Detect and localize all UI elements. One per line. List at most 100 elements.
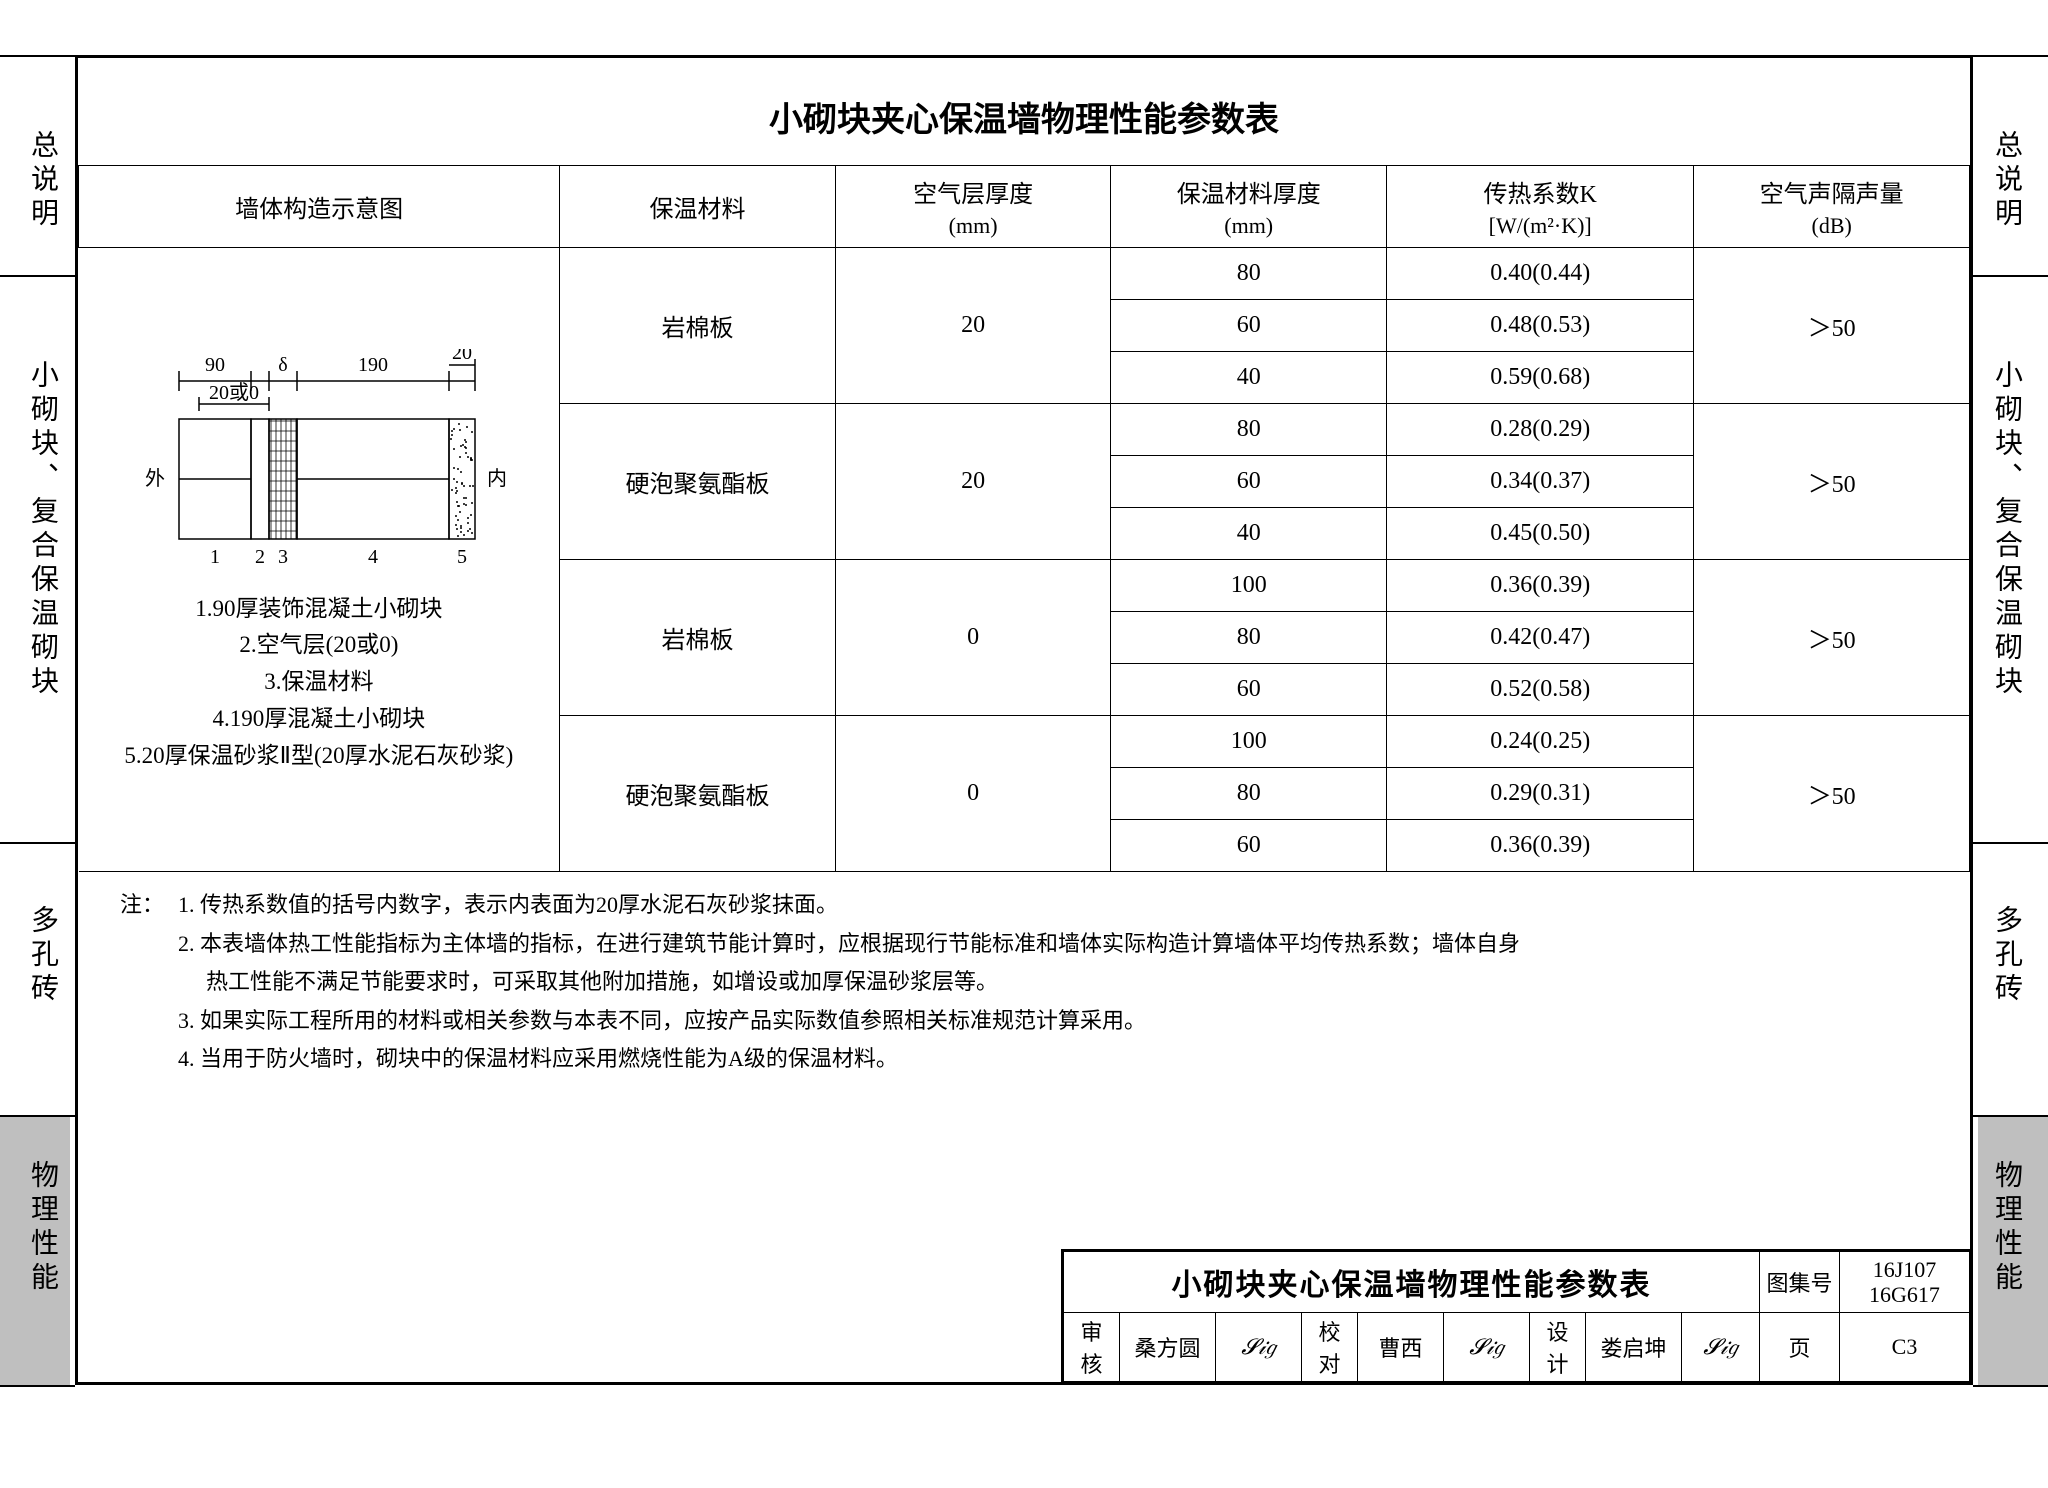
side-tab-left-4: 物理性能 <box>22 1160 62 1296</box>
cell-thickness: 40 <box>1111 352 1387 404</box>
cell-thickness: 80 <box>1111 248 1387 300</box>
table-body: 90 δ 190 20 20或0 外 内 1 2 3 4 5 1.90厚装饰混凝… <box>79 248 1970 872</box>
cell-thickness: 60 <box>1111 456 1387 508</box>
svg-text:2: 2 <box>255 546 265 568</box>
cell-k: 0.40(0.44) <box>1387 248 1694 300</box>
diagram-cell: 90 δ 190 20 20或0 外 内 1 2 3 4 5 1.90厚装饰混凝… <box>79 248 560 872</box>
side-tab-left-3: 多孔砖 <box>22 905 62 1007</box>
svg-text:1: 1 <box>210 546 220 568</box>
cell-thickness: 60 <box>1111 300 1387 352</box>
page-title: 小砌块夹心保温墙物理性能参数表 <box>78 58 1970 165</box>
svg-text:20或0: 20或0 <box>209 381 259 404</box>
note-2a: 2. 本表墙体热工性能指标为主体墙的指标，在进行建筑节能计算时，应根据现行节能标… <box>178 925 1940 964</box>
cell-k: 0.29(0.31) <box>1387 768 1694 820</box>
th-diagram: 墙体构造示意图 <box>79 166 560 248</box>
cell-thickness: 60 <box>1111 820 1387 872</box>
side-rule <box>1973 55 2048 57</box>
tb-page-v: C3 <box>1840 1313 1970 1382</box>
svg-text:δ: δ <box>278 354 287 376</box>
parameter-table: 墙体构造示意图 保温材料 空气层厚度(mm) 保温材料厚度(mm) 传热系数K[… <box>78 165 1970 872</box>
side-tab-left-1: 总说明 <box>22 130 62 232</box>
tb-jiaodui-sign: 𝓢𝒾𝑔 <box>1444 1313 1530 1382</box>
notes-block: 注： 1. 传热系数值的括号内数字，表示内表面为20厚水泥石灰砂浆抹面。 2. … <box>78 872 1970 1089</box>
cell-thickness: 60 <box>1111 664 1387 716</box>
side-rule <box>0 275 75 277</box>
cell-db: ＞50 <box>1694 248 1970 404</box>
side-rule <box>0 1385 75 1387</box>
svg-text:20: 20 <box>452 349 472 364</box>
note-2b: 热工性能不满足节能要求时，可采取其他附加措施，如增设或加厚保温砂浆层等。 <box>178 963 1940 1002</box>
cell-material: 岩棉板 <box>560 560 836 716</box>
tb-tuji-label: 图集号 <box>1760 1252 1840 1313</box>
th-db: 空气声隔声量(dB) <box>1694 166 1970 248</box>
th-thickness: 保温材料厚度(mm) <box>1111 166 1387 248</box>
tb-page-l: 页 <box>1760 1313 1840 1382</box>
side-rule <box>1973 1385 2048 1387</box>
cell-k: 0.42(0.47) <box>1387 612 1694 664</box>
tb-jiaodui-l: 校对 <box>1302 1313 1358 1382</box>
th-air: 空气层厚度(mm) <box>835 166 1111 248</box>
svg-text:90: 90 <box>205 354 225 376</box>
cell-air: 20 <box>835 248 1111 404</box>
cell-k: 0.59(0.68) <box>1387 352 1694 404</box>
cell-air: 20 <box>835 404 1111 560</box>
note-4: 4. 当用于防火墙时，砌块中的保温材料应采用燃烧性能为A级的保温材料。 <box>178 1040 1940 1079</box>
note-3: 3. 如果实际工程所用的材料或相关参数与本表不同，应按产品实际数值参照相关标准规… <box>178 1002 1940 1041</box>
cell-material: 硬泡聚氨酯板 <box>560 404 836 560</box>
side-rule <box>0 55 75 57</box>
side-tab-left-2: 小砌块、复合保温砌块 <box>22 360 62 700</box>
tb-sheji-sign: 𝓢𝒾𝑔 <box>1682 1313 1760 1382</box>
tb-tuji-value: 16J10716G617 <box>1840 1252 1970 1313</box>
tb-main-title: 小砌块夹心保温墙物理性能参数表 <box>1064 1252 1760 1313</box>
svg-text:190: 190 <box>358 354 388 376</box>
cell-db: ＞50 <box>1694 716 1970 872</box>
title-block: 小砌块夹心保温墙物理性能参数表 图集号 16J10716G617 审核 桑方圆 … <box>1061 1249 1972 1384</box>
cell-thickness: 80 <box>1111 768 1387 820</box>
cell-thickness: 80 <box>1111 404 1387 456</box>
svg-text:外: 外 <box>145 467 165 490</box>
cell-k: 0.34(0.37) <box>1387 456 1694 508</box>
svg-text:3: 3 <box>278 546 288 568</box>
page-root: 总说明 小砌块、复合保温砌块 多孔砖 物理性能 总说明 小砌块、复合保温砌块 多… <box>0 0 2048 1488</box>
cell-k: 0.24(0.25) <box>1387 716 1694 768</box>
svg-text:4: 4 <box>368 546 378 568</box>
svg-text:内: 内 <box>487 467 507 490</box>
cell-air: 0 <box>835 716 1111 872</box>
side-rule <box>1973 842 2048 844</box>
side-tab-right-3: 多孔砖 <box>1986 905 2026 1007</box>
tb-shenhe-v: 桑方圆 <box>1120 1313 1216 1382</box>
note-1: 1. 传热系数值的括号内数字，表示内表面为20厚水泥石灰砂浆抹面。 <box>178 892 838 917</box>
cell-thickness: 40 <box>1111 508 1387 560</box>
tb-sheji-l: 设计 <box>1530 1313 1586 1382</box>
cell-k: 0.48(0.53) <box>1387 300 1694 352</box>
side-rule <box>1973 275 2048 277</box>
tb-sheji-v: 娄启坤 <box>1586 1313 1682 1382</box>
notes-head: 注： <box>120 886 164 925</box>
side-tab-right-4: 物理性能 <box>1986 1160 2026 1296</box>
cell-k: 0.45(0.50) <box>1387 508 1694 560</box>
diagram-legend: 1.90厚装饰混凝土小砌块 2.空气层(20或0) 3.保温材料 4.190厚混… <box>83 591 556 775</box>
side-rule <box>0 842 75 844</box>
cell-db: ＞50 <box>1694 560 1970 716</box>
cell-thickness: 100 <box>1111 716 1387 768</box>
cell-thickness: 80 <box>1111 612 1387 664</box>
th-material: 保温材料 <box>560 166 836 248</box>
tb-shenhe-l: 审核 <box>1064 1313 1120 1382</box>
cell-thickness: 100 <box>1111 560 1387 612</box>
svg-text:5: 5 <box>457 546 467 568</box>
tb-shenhe-sign: 𝓢𝒾𝑔 <box>1216 1313 1302 1382</box>
cell-material: 硬泡聚氨酯板 <box>560 716 836 872</box>
side-tab-right-2: 小砌块、复合保温砌块 <box>1986 360 2026 700</box>
tb-jiaodui-v: 曹西 <box>1358 1313 1444 1382</box>
side-rule <box>1973 1115 2048 1117</box>
cell-material: 岩棉板 <box>560 248 836 404</box>
cell-db: ＞50 <box>1694 404 1970 560</box>
cell-air: 0 <box>835 560 1111 716</box>
main-frame: 小砌块夹心保温墙物理性能参数表 墙体构造示意图 保温材料 空气层厚度(mm) 保… <box>75 55 1973 1385</box>
side-rule <box>0 1115 75 1117</box>
th-k: 传热系数K[W/(m²·K)] <box>1387 166 1694 248</box>
cell-k: 0.52(0.58) <box>1387 664 1694 716</box>
cell-k: 0.28(0.29) <box>1387 404 1694 456</box>
cell-k: 0.36(0.39) <box>1387 820 1694 872</box>
side-tab-right-1: 总说明 <box>1986 130 2026 232</box>
